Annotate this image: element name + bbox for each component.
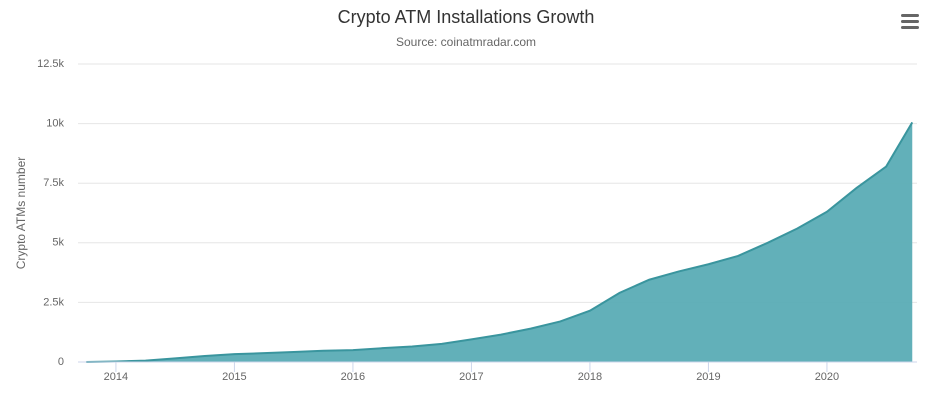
area xyxy=(86,122,913,363)
y-tick-label: 5k xyxy=(52,237,64,249)
menu-bar[interactable] xyxy=(901,14,919,17)
menu-bar[interactable] xyxy=(901,26,919,29)
x-tick-label: 2020 xyxy=(815,371,839,383)
y-tick-label: 2.5k xyxy=(43,296,64,308)
x-tick-label: 2016 xyxy=(341,371,365,383)
menu-button[interactable] xyxy=(901,14,919,29)
area-line xyxy=(86,121,914,363)
x-tick-label: 2019 xyxy=(696,371,720,383)
y-tick-label: 10k xyxy=(46,118,64,130)
x-tick-label: 2018 xyxy=(578,371,602,383)
y-tick-label: 12.5k xyxy=(37,58,64,70)
chart-subtitle: Source: coinatmradar.com xyxy=(396,35,536,49)
x-tick-label: 2015 xyxy=(222,371,246,383)
y-axis-label: Crypto ATMs number xyxy=(14,157,28,269)
y-tick-label: 0 xyxy=(58,356,64,368)
chart-title: Crypto ATM Installations Growth xyxy=(338,7,595,27)
x-tick-label: 2014 xyxy=(104,371,128,383)
menu-bar[interactable] xyxy=(901,20,919,23)
x-tick-label: 2017 xyxy=(459,371,483,383)
y-tick-label: 7.5k xyxy=(43,177,64,189)
